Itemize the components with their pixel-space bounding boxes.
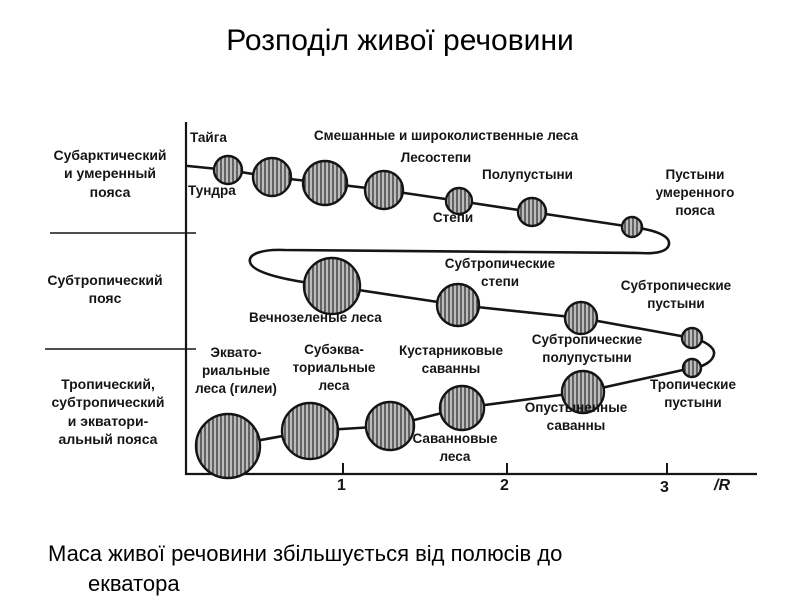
- belt-label-subarctic-temperate: Субарктический и умеренный пояса: [53, 147, 167, 200]
- label-steppe: Степи: [432, 210, 474, 225]
- label-taiga: Тайга: [190, 130, 227, 145]
- label-savanna-forests: Саванновые леса: [412, 431, 498, 464]
- label-mixed-broadleaf-forests: Смешанные и широколиственные леса: [313, 128, 579, 143]
- label-evergreen-forests: Вечнозеленые леса: [249, 310, 382, 325]
- label-desertified-savanna: Опустыненные саванны: [524, 400, 628, 433]
- axis-tick-2: 2: [500, 477, 509, 494]
- label-subtropical-semidesert: Субтропические полупустыни: [531, 332, 643, 365]
- page-title: Розподіл живої речовини: [226, 24, 574, 57]
- label-equatorial-forests: Эквато- риальные леса (гилеи): [195, 345, 277, 396]
- label-subequatorial-forests: Субэква- ториальные леса: [292, 342, 376, 393]
- label-tropical-desert: Тропические пустыни: [650, 377, 736, 410]
- zigzag-path: [186, 164, 716, 454]
- label-subtropical-desert: Субтропические пустыни: [620, 278, 732, 311]
- caption-line-1: Маса живої речовини збільшується від пол…: [48, 541, 563, 566]
- label-tundra: Тундра: [188, 183, 236, 198]
- label-shrub-savanna: Кустарниковые саванны: [399, 343, 503, 376]
- axis-tick-1: 1: [337, 477, 346, 494]
- label-subtropical-steppe: Субтропические степи: [444, 256, 556, 289]
- belt-label-subtropical: Субтропический пояс: [47, 272, 163, 307]
- diagram-canvas: [45, 122, 757, 480]
- label-semidesert: Полупустыни: [482, 167, 573, 182]
- biome-circles: [194, 154, 704, 480]
- label-temperate-desert: Пустыни умеренного пояса: [655, 167, 735, 218]
- axis-tick-3: 3: [660, 479, 669, 496]
- label-forest-steppe: Лесостепи: [400, 150, 472, 165]
- caption-line-2: екватора: [88, 571, 180, 596]
- belt-label-tropical-equatorial: Тропический, субтропический и экватори- …: [51, 376, 165, 448]
- axis-lines: [45, 122, 757, 476]
- axis-unit-label: /R: [714, 477, 730, 494]
